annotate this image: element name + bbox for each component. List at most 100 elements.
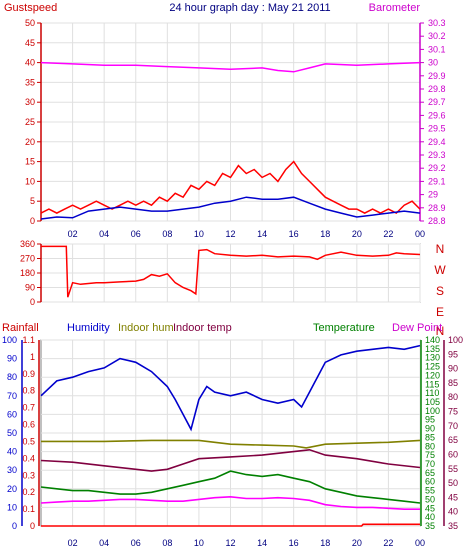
indoor-hum-label: Indoor hum	[118, 322, 174, 334]
x-tick-label: 14	[257, 538, 267, 548]
indoor-hum-line	[41, 439, 421, 449]
temperature-line	[40, 470, 421, 504]
direction-tick-label: 270	[20, 254, 35, 264]
rainfall-tick-label: 0.2	[22, 487, 35, 497]
humidity-label: Humidity	[67, 322, 110, 334]
temperature-tick-label: 50	[425, 494, 435, 504]
temperature-tick-label: 105	[425, 397, 440, 407]
barometer-tick-label: 29.5	[428, 124, 446, 134]
barometer-tick-label: 29.6	[428, 110, 446, 120]
rainfall-tick-label: 0	[30, 521, 35, 531]
humidity-tick-label: 0	[12, 521, 17, 531]
temperature-tick-label: 115	[425, 379, 439, 389]
x-tick-label: 02	[68, 229, 78, 239]
x-tick-label: 22	[383, 538, 393, 548]
humidity-temp-axes: 0 0.1 0.2 0.3 0.4 0.5 0.6 0.7 0.8 0.9 1 1.1 0 10 20 30 4…	[2, 335, 463, 531]
temperature-tick-label: 120	[425, 370, 440, 380]
temperature-tick-label: 45	[425, 503, 435, 513]
dew-point-tick-label: 60	[448, 449, 458, 459]
gust-tick-label: 10	[25, 176, 35, 186]
barometer-tick-label: 29.2	[428, 163, 446, 173]
barometer-tick-label: 29	[428, 190, 438, 200]
dew-point-tick-label: 70	[448, 421, 458, 431]
temperature-tick-label: 40	[425, 512, 435, 522]
humidity-temp-x-ticks: 02 04 06 08 10 12 14 16 18 20 22 00	[68, 538, 425, 548]
x-tick-label: 10	[194, 229, 204, 239]
humidity-tick-label: 40	[7, 447, 17, 457]
dew-point-tick-label: 55	[448, 464, 458, 474]
dew-point-label: Dew Point	[392, 322, 442, 334]
dew-point-tick-label: 75	[448, 407, 458, 417]
temperature-tick-label: 90	[425, 424, 435, 434]
humidity-tick-label: 80	[7, 372, 17, 382]
rainfall-line	[41, 523, 420, 527]
gust-tick-label: 40	[25, 58, 35, 68]
humidity-tick-label: 50	[7, 428, 17, 438]
temperature-tick-label: 75	[425, 450, 435, 460]
dew-point-tick-label: 65	[448, 435, 458, 445]
x-tick-label: 00	[415, 538, 425, 548]
compass-n-label: N	[436, 242, 445, 256]
humidity-tick-label: 10	[7, 502, 17, 512]
rainfall-tick-label: 1	[30, 352, 35, 362]
rainfall-tick-label: 0.5	[22, 436, 35, 446]
temperature-tick-label: 65	[425, 468, 435, 478]
gust-tick-label: 30	[25, 97, 35, 107]
wind-direction-series	[41, 245, 421, 298]
temperature-tick-label: 125	[425, 362, 440, 372]
x-tick-label: 06	[131, 229, 141, 239]
temperature-tick-label: 95	[425, 415, 435, 425]
x-tick-label: 16	[289, 229, 299, 239]
humidity-tick-label: 30	[7, 465, 17, 475]
direction-tick-label: 90	[25, 283, 35, 293]
x-tick-label: 14	[257, 229, 267, 239]
compass-w-label: W	[434, 263, 446, 277]
humidity-tick-label: 70	[7, 391, 17, 401]
x-tick-label: 08	[162, 538, 172, 548]
rainfall-label: Rainfall	[2, 322, 39, 334]
barometer-tick-label: 29.9	[428, 71, 446, 81]
rainfall-tick-label: 0.3	[22, 470, 35, 480]
gust-tick-label: 5	[30, 196, 35, 206]
rainfall-tick-label: 0.1	[22, 504, 35, 514]
gust-tick-label: 20	[25, 137, 35, 147]
temperature-label: Temperature	[313, 322, 375, 334]
temperature-tick-label: 140	[425, 335, 440, 345]
temperature-tick-label: 60	[425, 477, 435, 487]
x-tick-label: 10	[194, 538, 204, 548]
temperature-tick-label: 135	[425, 344, 440, 354]
compass-s-label: S	[436, 284, 444, 298]
barometer-tick-label: 30.2	[428, 31, 446, 41]
barometer-tick-label: 28.8	[428, 216, 446, 226]
gust-tick-label: 35	[25, 77, 35, 87]
gust-tick-label: 0	[30, 216, 35, 226]
rainfall-tick-label: 1.1	[22, 335, 35, 345]
x-tick-label: 08	[162, 229, 172, 239]
wind-direction-y-ticks: 0 90 180 270 360	[20, 239, 42, 307]
gustspeed-axis-label: Gustspeed	[4, 2, 57, 14]
temperature-tick-label: 70	[425, 459, 435, 469]
x-tick-label: 00	[415, 229, 425, 239]
dew-point-tick-label: 85	[448, 378, 458, 388]
gust-tick-label: 15	[25, 157, 35, 167]
gust-tick-label: 50	[25, 18, 35, 28]
barometer-tick-label: 29.1	[428, 176, 446, 186]
wind-baro-series	[40, 61, 421, 220]
barometer-tick-label: 29.4	[428, 137, 446, 147]
barometer-tick-label: 29.3	[428, 150, 446, 160]
dew-point-tick-label: 95	[448, 349, 458, 359]
temperature-tick-label: 85	[425, 432, 435, 442]
barometer-tick-label: 28.9	[428, 203, 446, 213]
temperature-tick-label: 55	[425, 486, 435, 496]
rainfall-tick-label: 0.7	[22, 403, 35, 413]
x-tick-label: 12	[225, 538, 235, 548]
humidity-tick-label: 20	[7, 484, 17, 494]
indoor-temp-label: Indoor temp	[173, 322, 232, 334]
indoor-temp-line	[40, 448, 421, 472]
x-tick-label: 02	[68, 538, 78, 548]
wind-direction-line	[41, 245, 421, 298]
humidity-line	[40, 344, 421, 432]
